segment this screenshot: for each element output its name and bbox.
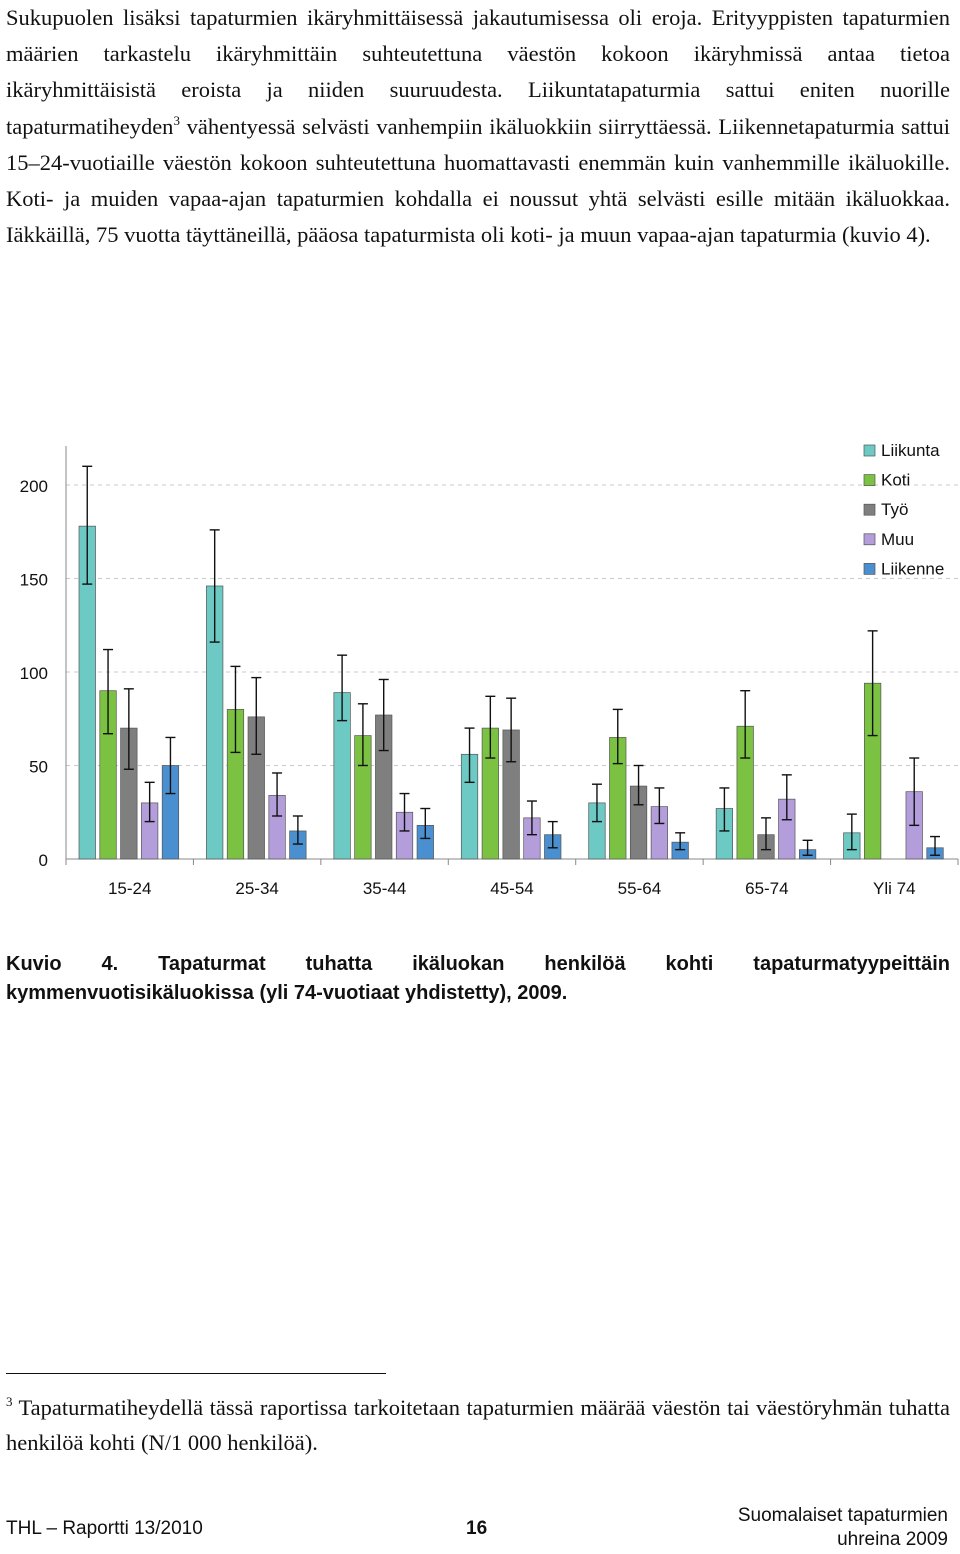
legend-label: Liikunta [881,441,940,460]
x-category-label: 25-34 [235,879,278,898]
chart-legend: Liikunta Koti Työ Muu Liikenne [863,441,944,578]
x-axis-categories: 15-24 25-34 35-44 45-54 55-64 65-74 Yli 74 [108,879,916,898]
footnote-reference: 3 [173,112,180,128]
figure-caption: Kuvio 4. Tapaturmat tuhatta ikäluokan he… [6,953,950,1004]
chart-bars [78,465,944,860]
footer-title-line-2: uhreina 2009 [837,1529,948,1550]
body-paragraph: Sukupuolen lisäksi tapaturmien ikäryhmit… [6,0,950,253]
legend-swatch [863,503,876,516]
x-category-label: Yli 74 [873,879,916,898]
footnote-text: Tapaturmatiheydellä tässä raportissa tar… [6,1395,950,1455]
footnote-marker: 3 [6,1394,13,1409]
x-category-label: 65-74 [745,879,788,898]
y-tick-label: 150 [20,571,48,590]
y-tick-label: 100 [20,664,48,683]
y-tick-label: 0 [39,851,48,870]
legend-swatch [863,444,876,457]
body-text-part-2: vähentyessä selvästi vanhempiin ikäluokk… [6,113,950,248]
x-category-label: 35-44 [363,879,406,898]
footer-title-line-1: Suomalaiset tapaturmien [737,1505,948,1526]
legend-label: Työ [881,500,908,519]
x-category-label: 15-24 [108,879,151,898]
legend-swatch [863,563,876,575]
y-axis-ticks: 0 50 100 150 200 [20,477,48,870]
bar-chart: 0 50 100 150 200 15-24 25-34 35-44 45-54 55-64 65… [20,441,959,898]
x-category-label: 55-64 [618,879,661,898]
y-tick-label: 50 [29,758,48,777]
y-tick-label: 200 [20,477,48,496]
footer-report-id: THL – Raportti 13/2010 [6,1518,203,1539]
footnote: 3 Tapaturmatiheydellä tässä raportissa ta… [6,1390,950,1460]
legend-label: Liikenne [881,559,944,578]
footer-publication-title: Suomalaiset tapaturmien uhreina 2009 [738,1504,948,1552]
chart-gridlines [66,484,958,766]
footnote-divider [6,1373,386,1374]
legend-swatch [863,533,876,546]
legend-label: Muu [881,530,914,549]
body-text-part-1: Sukupuolen lisäksi tapaturmien ikäryhmit… [6,5,950,139]
legend-label: Koti [881,471,910,490]
legend-swatch [863,474,876,486]
x-category-label: 45-54 [490,879,533,898]
page-number: 16 [466,1518,488,1539]
